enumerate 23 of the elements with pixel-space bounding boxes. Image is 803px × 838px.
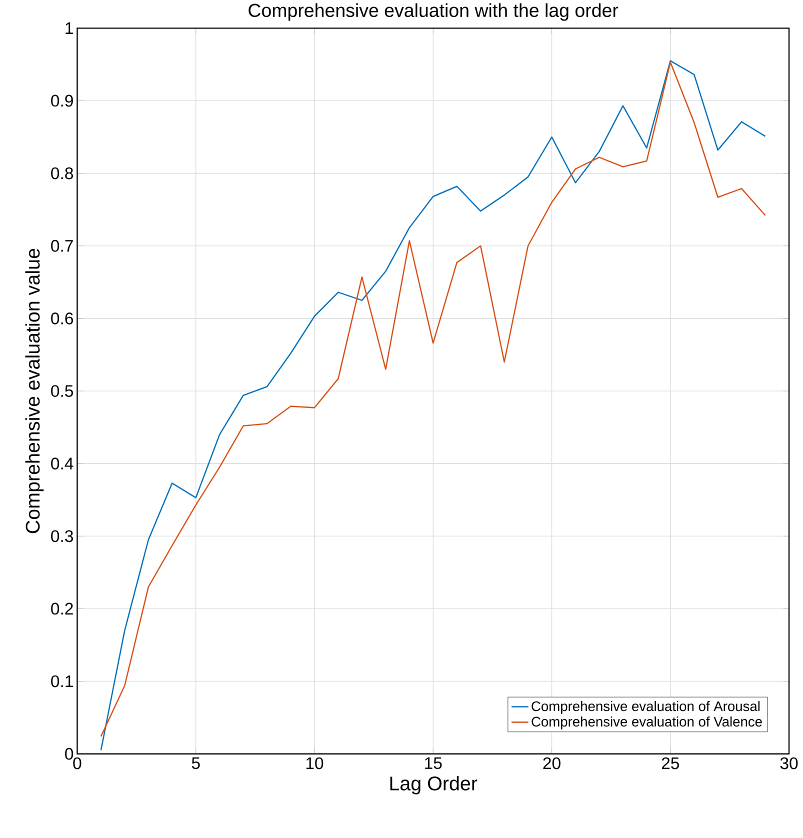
y-tick-label: 0.5 [51,385,74,397]
y-tick-label: 0.7 [51,240,73,252]
x-tick-label: 10 [306,757,324,770]
y-axis-title: Comprehensive evaluation value [25,248,44,534]
y-tick-label: 0.2 [51,602,73,615]
y-tick-label: 0.8 [51,167,74,180]
y-tick-label: 0.9 [51,94,74,107]
y-tick-label: 0.1 [51,675,73,688]
x-tick-label: 15 [425,757,442,770]
legend-label: Comprehensive evaluation of Arousal [532,701,760,714]
y-tick-label: 0.6 [51,312,74,324]
x-axis-title: Lag Order [390,776,478,794]
x-tick-label: 5 [192,757,200,770]
x-tick-label: 25 [662,757,680,770]
y-tick-label: 0.3 [51,530,74,542]
x-tick-label: 30 [780,757,798,770]
x-tick-label: 20 [543,757,560,770]
y-tick-label: 0.4 [51,458,74,470]
y-tick-label: 0 [65,748,74,760]
legend-label: Comprehensive evaluation of Valence [532,716,762,730]
chart-title: Comprehensive evaluation with the lag order [248,3,618,21]
x-tick-label: 0 [73,757,82,770]
y-tick-label: 1 [66,22,73,34]
